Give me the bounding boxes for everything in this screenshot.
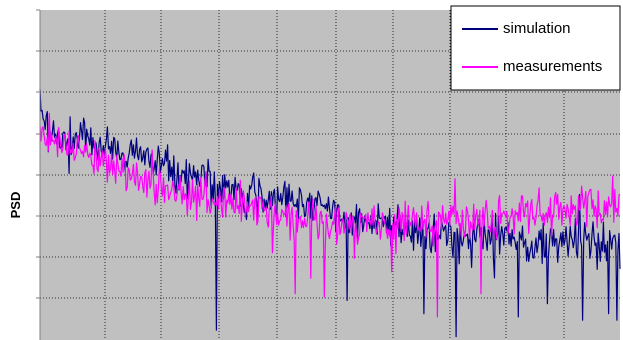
series-line-measurements xyxy=(39,112,621,318)
y-ticks xyxy=(36,9,40,299)
legend-label-measurements: measurements xyxy=(503,58,602,75)
legend-box xyxy=(450,5,621,91)
series-line-simulation xyxy=(39,88,621,338)
grid-lines xyxy=(40,10,620,340)
legend-label-simulation: simulation xyxy=(503,20,571,37)
legend: simulation measurements xyxy=(450,5,621,91)
y-axis-label: PSD xyxy=(8,192,23,219)
series-layer xyxy=(39,88,621,338)
